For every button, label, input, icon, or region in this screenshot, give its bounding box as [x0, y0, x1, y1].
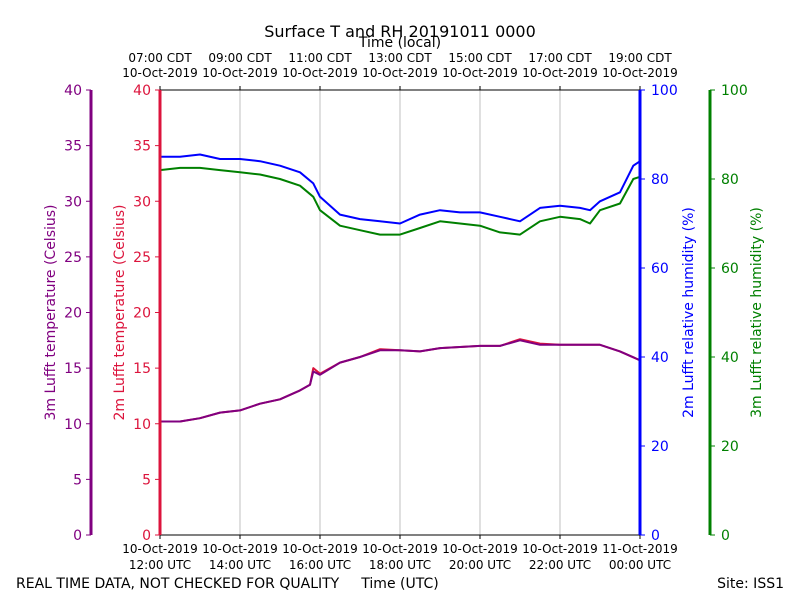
y-tick-label: 40	[651, 350, 669, 366]
x-tick-label: 10-Oct-2019	[522, 542, 598, 556]
x-tick-label: 00:00 UTC	[609, 558, 671, 572]
y-tick-label: 80	[721, 172, 739, 188]
y-tick-label: 20	[133, 306, 151, 322]
top-tick-label: 11:00 CDT	[288, 51, 352, 65]
top-tick-label: 10-Oct-2019	[522, 66, 598, 80]
bottom-axis-label: Time (UTC)	[360, 576, 438, 592]
x-tick-label: 16:00 UTC	[289, 558, 351, 572]
y-tick-label: 100	[651, 83, 678, 99]
top-tick-label: 17:00 CDT	[528, 51, 592, 65]
x-tick-label: 12:00 UTC	[129, 558, 191, 572]
x-tick-label: 11-Oct-2019	[602, 542, 678, 556]
x-tick-label: 18:00 UTC	[369, 558, 431, 572]
y-tick-label: 60	[651, 261, 669, 277]
top-tick-label: 09:00 CDT	[208, 51, 272, 65]
y-axis-label: 3m Lufft temperature (Celsius)	[43, 204, 59, 420]
y-tick-label: 25	[133, 250, 151, 266]
top-tick-label: 10-Oct-2019	[122, 66, 198, 80]
y-tick-label: 20	[651, 439, 669, 455]
y-tick-label: 0	[142, 528, 151, 544]
y-tick-label: 15	[64, 361, 82, 377]
x-tick-label: 22:00 UTC	[529, 558, 591, 572]
x-tick-label: 10-Oct-2019	[202, 542, 278, 556]
series-group	[159, 153, 641, 423]
top-tick-label: 10-Oct-2019	[602, 66, 678, 80]
y-tick-label: 0	[651, 528, 660, 544]
series-line-rh3m	[159, 166, 641, 236]
y-tick-label: 25	[64, 250, 82, 266]
y-tick-label: 20	[64, 306, 82, 322]
series-line-t3m	[160, 339, 641, 423]
top-tick-label: 10-Oct-2019	[202, 66, 278, 80]
y-axis-label: 2m Lufft temperature (Celsius)	[112, 204, 128, 420]
x-tick-label: 10-Oct-2019	[282, 542, 358, 556]
top-axis-label: Time (local)	[358, 35, 441, 51]
top-tick-label: 10-Oct-2019	[442, 66, 518, 80]
y-tick-label: 5	[142, 472, 151, 488]
x-tick-label: 10-Oct-2019	[122, 542, 198, 556]
series-line-rh2m	[160, 153, 641, 225]
y-tick-label: 35	[133, 139, 151, 155]
x-tick-label: 10-Oct-2019	[442, 542, 518, 556]
y-tick-label: 10	[133, 417, 151, 433]
top-tick-label: 10-Oct-2019	[362, 66, 438, 80]
y-tick-label: 40	[133, 83, 151, 99]
y-tick-label: 100	[721, 83, 748, 99]
site-label: Site: ISS1	[717, 576, 784, 592]
top-tick-label: 13:00 CDT	[368, 51, 432, 65]
y-tick-label: 35	[64, 139, 82, 155]
x-tick-label: 10-Oct-2019	[362, 542, 438, 556]
y-tick-label: 0	[73, 528, 82, 544]
top-tick-label: 10-Oct-2019	[282, 66, 358, 80]
y-tick-label: 10	[64, 417, 82, 433]
axes-group: 10-Oct-2019 12:00 UTC 10-Oct-2019 14:00 UTC…	[43, 51, 765, 572]
y-tick-label: 60	[721, 261, 739, 277]
top-tick-label: 07:00 CDT	[128, 51, 192, 65]
y-tick-label: 15	[133, 361, 151, 377]
y-axis-label: 3m Lufft relative humidity (%)	[749, 207, 765, 418]
y-tick-label: 40	[721, 350, 739, 366]
y-tick-label: 80	[651, 172, 669, 188]
quality-note: REAL TIME DATA, NOT CHECKED FOR QUALITY	[16, 576, 340, 592]
top-tick-label: 19:00 CDT	[608, 51, 672, 65]
y-axis-label: 2m Lufft relative humidity (%)	[681, 207, 697, 418]
y-tick-label: 30	[64, 194, 82, 210]
y-tick-label: 40	[64, 83, 82, 99]
chart-title: Surface T and RH 20191011 0000	[264, 22, 536, 41]
top-tick-label: 15:00 CDT	[448, 51, 512, 65]
y-tick-label: 5	[73, 472, 82, 488]
y-tick-label: 20	[721, 439, 739, 455]
y-tick-label: 30	[133, 194, 151, 210]
x-tick-label: 14:00 UTC	[209, 558, 271, 572]
y-tick-label: 0	[721, 528, 730, 544]
x-tick-label: 20:00 UTC	[449, 558, 511, 572]
grid-lines	[159, 90, 641, 535]
